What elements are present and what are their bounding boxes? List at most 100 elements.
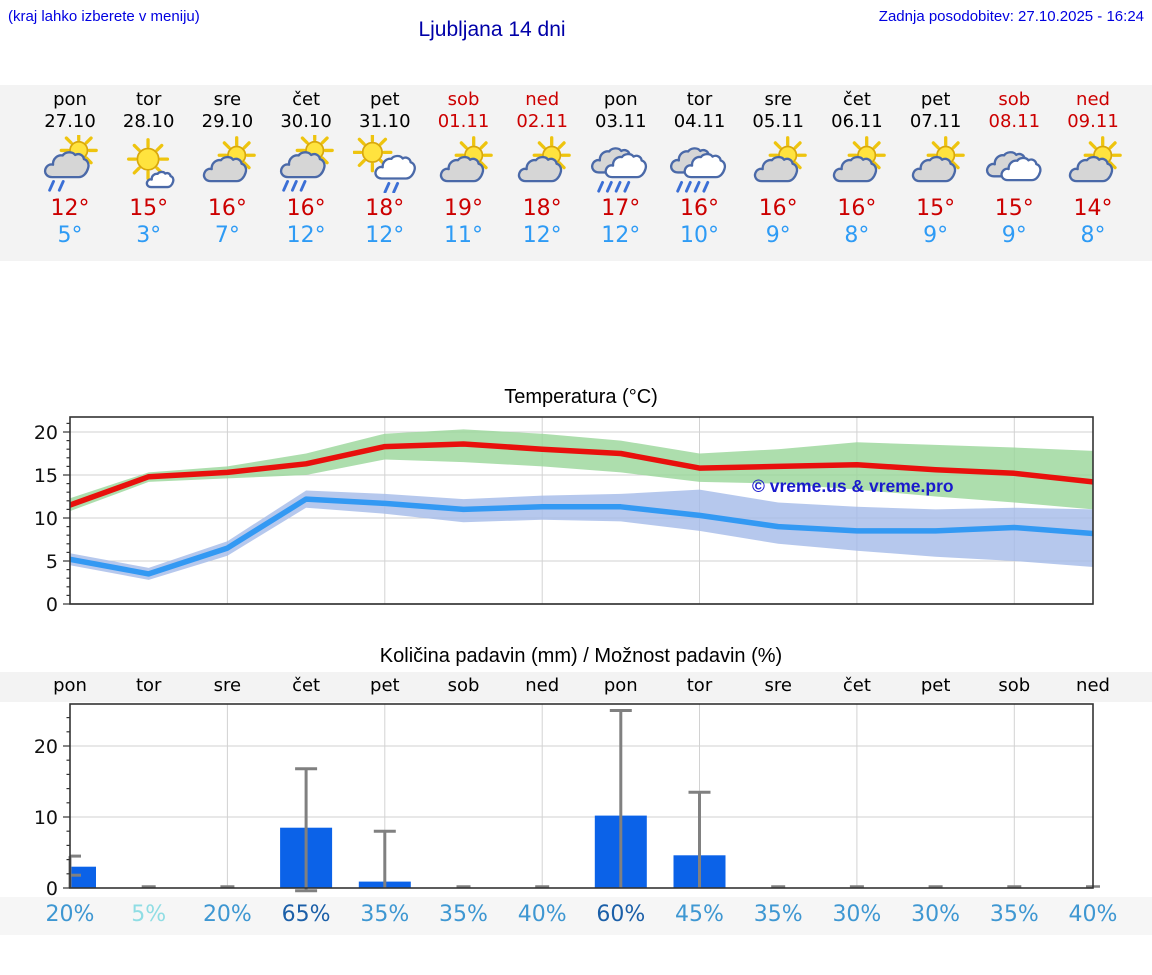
forecast-day: tor 28.10 15° 3° — [109, 85, 189, 249]
low-temp: 8° — [844, 223, 870, 248]
high-temp: 12° — [50, 196, 90, 221]
day-name: tor — [135, 89, 162, 110]
high-temp: 18° — [522, 196, 562, 221]
day-date: 05.11 — [752, 111, 804, 132]
low-temp: 8° — [1080, 223, 1106, 248]
clouds-icon — [986, 151, 1042, 182]
menu-hint[interactable]: (kraj lahko izberete v meniju) — [8, 8, 200, 25]
sun-whitecloud-rain-2-icon — [352, 132, 416, 194]
precipitation-chart-title: Količina padavin (mm) / Možnost padavin … — [379, 645, 783, 667]
forecast-day: pon 27.10 12° 5° — [30, 85, 110, 249]
day-date: 31.10 — [359, 111, 411, 132]
day-date: 28.10 — [122, 111, 175, 132]
precip-day-label: pon — [603, 675, 638, 696]
precip-day-label: sob — [447, 675, 480, 696]
precip-percent: 45% — [675, 902, 724, 927]
precip-percent: 35% — [360, 902, 410, 927]
day-name: pon — [603, 89, 638, 110]
cloud-sun-icon — [832, 136, 886, 183]
forecast-day: pon 03.11 17° 12° — [581, 85, 661, 249]
cloud-sun-icon — [518, 136, 571, 183]
precip-percent: 5% — [131, 902, 167, 927]
forecast-day: pet 31.10 18° 12° — [345, 85, 425, 249]
low-temp: 3° — [136, 223, 162, 248]
precip-day-label: sre — [764, 675, 792, 696]
weather-icon — [30, 131, 110, 193]
weather-icon — [581, 135, 661, 193]
day-date: 27.10 — [44, 111, 96, 132]
forecast-day: ned 02.11 18° 12° — [502, 85, 582, 249]
day-date: 07.11 — [909, 111, 962, 132]
precip-percent: 60% — [596, 902, 646, 927]
high-temp: 15° — [916, 196, 956, 221]
day-date: 06.11 — [831, 111, 883, 132]
day-name: sre — [764, 89, 792, 110]
weather-icon — [502, 135, 582, 193]
day-date: 09.11 — [1067, 111, 1119, 132]
weather-icon — [345, 132, 425, 194]
precip-day-label: tor — [686, 675, 713, 696]
day-name: pon — [53, 89, 87, 110]
svg-text:0: 0 — [46, 878, 58, 898]
precip-percent: 20% — [45, 902, 95, 927]
precip-bar — [70, 866, 96, 888]
cloud-sun-icon — [439, 136, 493, 183]
high-temp: 19° — [444, 196, 483, 221]
precip-percent: 30% — [911, 902, 961, 927]
low-temp: 9° — [1001, 223, 1027, 248]
forecast-day: sob 08.11 15° 9° — [974, 85, 1054, 249]
forecast-strip: pon 27.10 12° 5° tor 28.10 15° 3° sre 29… — [0, 85, 1152, 261]
sun-small-cloud-icon — [126, 138, 175, 189]
weather-icon — [660, 135, 740, 193]
day-name: čet — [292, 89, 321, 110]
high-temp: 16° — [680, 196, 719, 221]
last-update: Zadnja posodobitev: 27.10.2025 - 16:24 — [878, 8, 1144, 25]
precip-day-label: čet — [842, 675, 871, 696]
page-title: Ljubljana 14 dni — [418, 18, 566, 41]
cloud-sun-icon — [754, 136, 807, 183]
weather-icon — [187, 135, 267, 193]
precip-day-label: pet — [370, 675, 400, 696]
day-date: 29.10 — [201, 111, 254, 132]
cloud-sun-icon — [203, 136, 257, 183]
day-name: pet — [920, 89, 951, 110]
precip-percent: 20% — [202, 902, 252, 927]
precip-percent-strip: 20% 5% 20% 65% 35% 35% 40% 60% 45% 35% 30% 30% 35% 40… — [0, 897, 1152, 935]
weather-icon — [1053, 135, 1133, 193]
svg-text:0: 0 — [46, 594, 58, 616]
clouds-rain-4-icon — [590, 147, 647, 193]
day-name: ned — [525, 89, 560, 110]
day-name: tor — [686, 89, 713, 110]
day-date: 08.11 — [988, 111, 1041, 132]
forecast-day: pet 07.11 15° 9° — [896, 85, 976, 249]
forecast-day: čet 06.11 16° 8° — [817, 85, 897, 249]
forecast-day: tor 04.11 16° 10° — [660, 85, 740, 249]
day-date: 02.11 — [516, 111, 568, 132]
high-temp: 15° — [994, 196, 1034, 221]
svg-text:5: 5 — [46, 551, 58, 573]
watermark: © vreme.us & vreme.pro — [752, 476, 954, 496]
weather-icon — [424, 135, 504, 193]
day-date: 30.10 — [280, 111, 332, 132]
precip-day-label: ned — [525, 675, 560, 696]
day-name: sre — [213, 89, 242, 110]
weather-icon — [109, 135, 189, 193]
high-temp: 16° — [286, 196, 326, 221]
precip-percent: 35% — [989, 902, 1039, 927]
day-name: sob — [998, 89, 1031, 110]
precip-percent: 35% — [753, 902, 803, 927]
high-temp: 18° — [365, 196, 405, 221]
temperature-chart-title: Temperatura (°C) — [504, 386, 658, 408]
precip-percent: 35% — [439, 902, 488, 927]
sun-cloud-rain-2-icon — [43, 131, 98, 192]
svg-text:20: 20 — [34, 422, 58, 444]
precip-percent: 40% — [1068, 902, 1118, 927]
precip-day-label: tor — [135, 675, 162, 696]
precip-day-label: sob — [998, 675, 1031, 696]
low-temp: 7° — [214, 223, 240, 248]
day-date: 03.11 — [595, 111, 647, 132]
day-date: 01.11 — [437, 111, 490, 132]
weather-icon — [817, 135, 897, 193]
forecast-day: sob 01.11 19° 11° — [424, 85, 504, 249]
